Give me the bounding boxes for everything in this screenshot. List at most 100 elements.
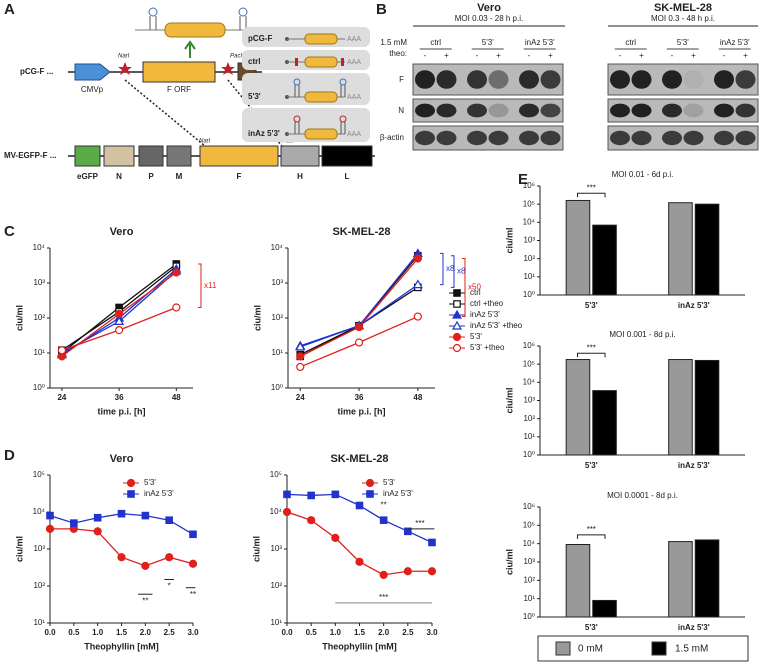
gene-box <box>103 145 135 167</box>
blot-band <box>662 70 682 89</box>
theo-label: theo: <box>389 49 407 58</box>
y-tick-label: 10⁰ <box>523 612 535 621</box>
marker <box>404 527 412 536</box>
x-tick-label: 2.5 <box>164 628 176 637</box>
blot-band <box>714 70 734 89</box>
x-tick-label: 5'3' <box>585 301 598 310</box>
cell-line: Vero <box>477 2 501 14</box>
annotation: ** <box>190 590 196 599</box>
y-axis-label: ciu/ml <box>14 536 24 562</box>
marker <box>427 567 437 576</box>
bracket <box>440 252 444 286</box>
y-tick-label: 10⁰ <box>33 383 45 392</box>
y-axis-label: ciu/ml <box>251 536 261 562</box>
sign-label: - <box>671 51 674 60</box>
y-tick-label: 10³ <box>523 236 535 245</box>
blot-band <box>662 130 682 146</box>
variant-label: ctrl <box>248 57 260 66</box>
marker <box>354 338 364 347</box>
element-label: CMVp <box>81 85 104 94</box>
y-tick-label: 10⁴ <box>271 243 284 252</box>
group-label: ctrl <box>430 38 441 47</box>
legend-label: inAz 5'3' <box>144 489 174 498</box>
marker <box>57 346 67 355</box>
gene-label: F <box>237 172 242 181</box>
sign-label: - <box>476 51 479 60</box>
group-label: 5'3' <box>482 38 494 47</box>
site-star <box>118 62 132 75</box>
y-axis-label: ciu/ml <box>504 387 514 413</box>
blot-band <box>467 130 487 146</box>
gene-label: M <box>176 172 183 181</box>
gene-box <box>321 145 373 167</box>
bracket <box>198 263 202 308</box>
blot-band <box>683 103 704 118</box>
blot-band <box>735 70 756 89</box>
blot-band <box>436 70 457 89</box>
blot-band <box>735 130 756 146</box>
poly-a: AAA <box>347 94 361 101</box>
x-tick-label: 5'3' <box>585 623 598 632</box>
y-tick-label: 10⁴ <box>270 507 283 516</box>
legend-label: 0 mM <box>578 644 603 655</box>
legend-swatch <box>555 641 571 656</box>
legend-label: ctrl <box>470 288 481 297</box>
x-tick-label: 0.0 <box>44 628 56 637</box>
construct-diagram: pCG-F ... CMVp NarI F ORF PacI pA MV-EGF… <box>4 7 375 181</box>
chart-title: SK-MEL-28 <box>332 226 390 238</box>
gene-box <box>74 145 101 167</box>
x-tick-label: 48 <box>413 393 422 402</box>
sign-label: + <box>691 51 696 60</box>
marker <box>165 516 173 525</box>
site-label: NarI <box>199 139 211 145</box>
x-axis-label: time p.i. [h] <box>338 406 386 416</box>
hairpin-loop <box>293 78 301 86</box>
blot-band <box>610 130 630 146</box>
x-tick-label: 1.0 <box>330 628 342 637</box>
marker <box>379 516 388 525</box>
legend-marker <box>366 490 374 498</box>
x-tick-label: 24 <box>296 393 305 402</box>
blot-band <box>714 130 734 146</box>
legend-marker <box>127 490 135 498</box>
variant-label: 5'3' <box>248 92 261 101</box>
x-tick-label: 3.0 <box>426 628 438 637</box>
legend-marker <box>453 289 461 297</box>
blot-band <box>436 103 457 118</box>
marker <box>117 509 126 518</box>
y-tick-label: 10¹ <box>523 594 535 603</box>
blot-band <box>519 103 539 118</box>
bracket <box>451 255 455 288</box>
x-tick-label: 0.0 <box>281 628 293 637</box>
sign-label: - <box>424 51 427 60</box>
y-tick-label: 10³ <box>270 544 282 553</box>
marker <box>115 326 124 335</box>
mutation <box>295 58 298 66</box>
legend-label: 5'3' +theo <box>470 343 505 352</box>
virus-label: MV-EGFP-F ... <box>4 151 56 160</box>
y-tick-label: 10⁶ <box>523 341 535 350</box>
marker <box>355 557 364 566</box>
protein-label: N <box>398 106 404 115</box>
y-tick-label: 10⁴ <box>523 377 536 386</box>
marker <box>428 538 436 547</box>
marker <box>296 352 305 361</box>
y-tick-label: 10⁴ <box>523 539 536 548</box>
legend-swatch <box>651 641 667 656</box>
variant-label: inAz 5'3' <box>248 129 280 138</box>
genes: eGFP N P M F H L <box>74 145 373 181</box>
marker <box>70 519 78 527</box>
legend-marker <box>365 478 375 488</box>
chart-title: MOI 0.001 - 8d p.i. <box>609 330 675 339</box>
bracket <box>576 352 606 358</box>
x-axis-label: time p.i. [h] <box>98 406 146 416</box>
bar <box>565 544 591 618</box>
y-tick-label: 10³ <box>271 278 283 287</box>
y-tick-label: 10⁰ <box>523 290 535 299</box>
blot-band <box>488 130 509 146</box>
y-tick-label: 10² <box>270 581 282 590</box>
site-label: PacI <box>230 54 242 60</box>
y-tick-label: 10⁵ <box>33 470 45 479</box>
